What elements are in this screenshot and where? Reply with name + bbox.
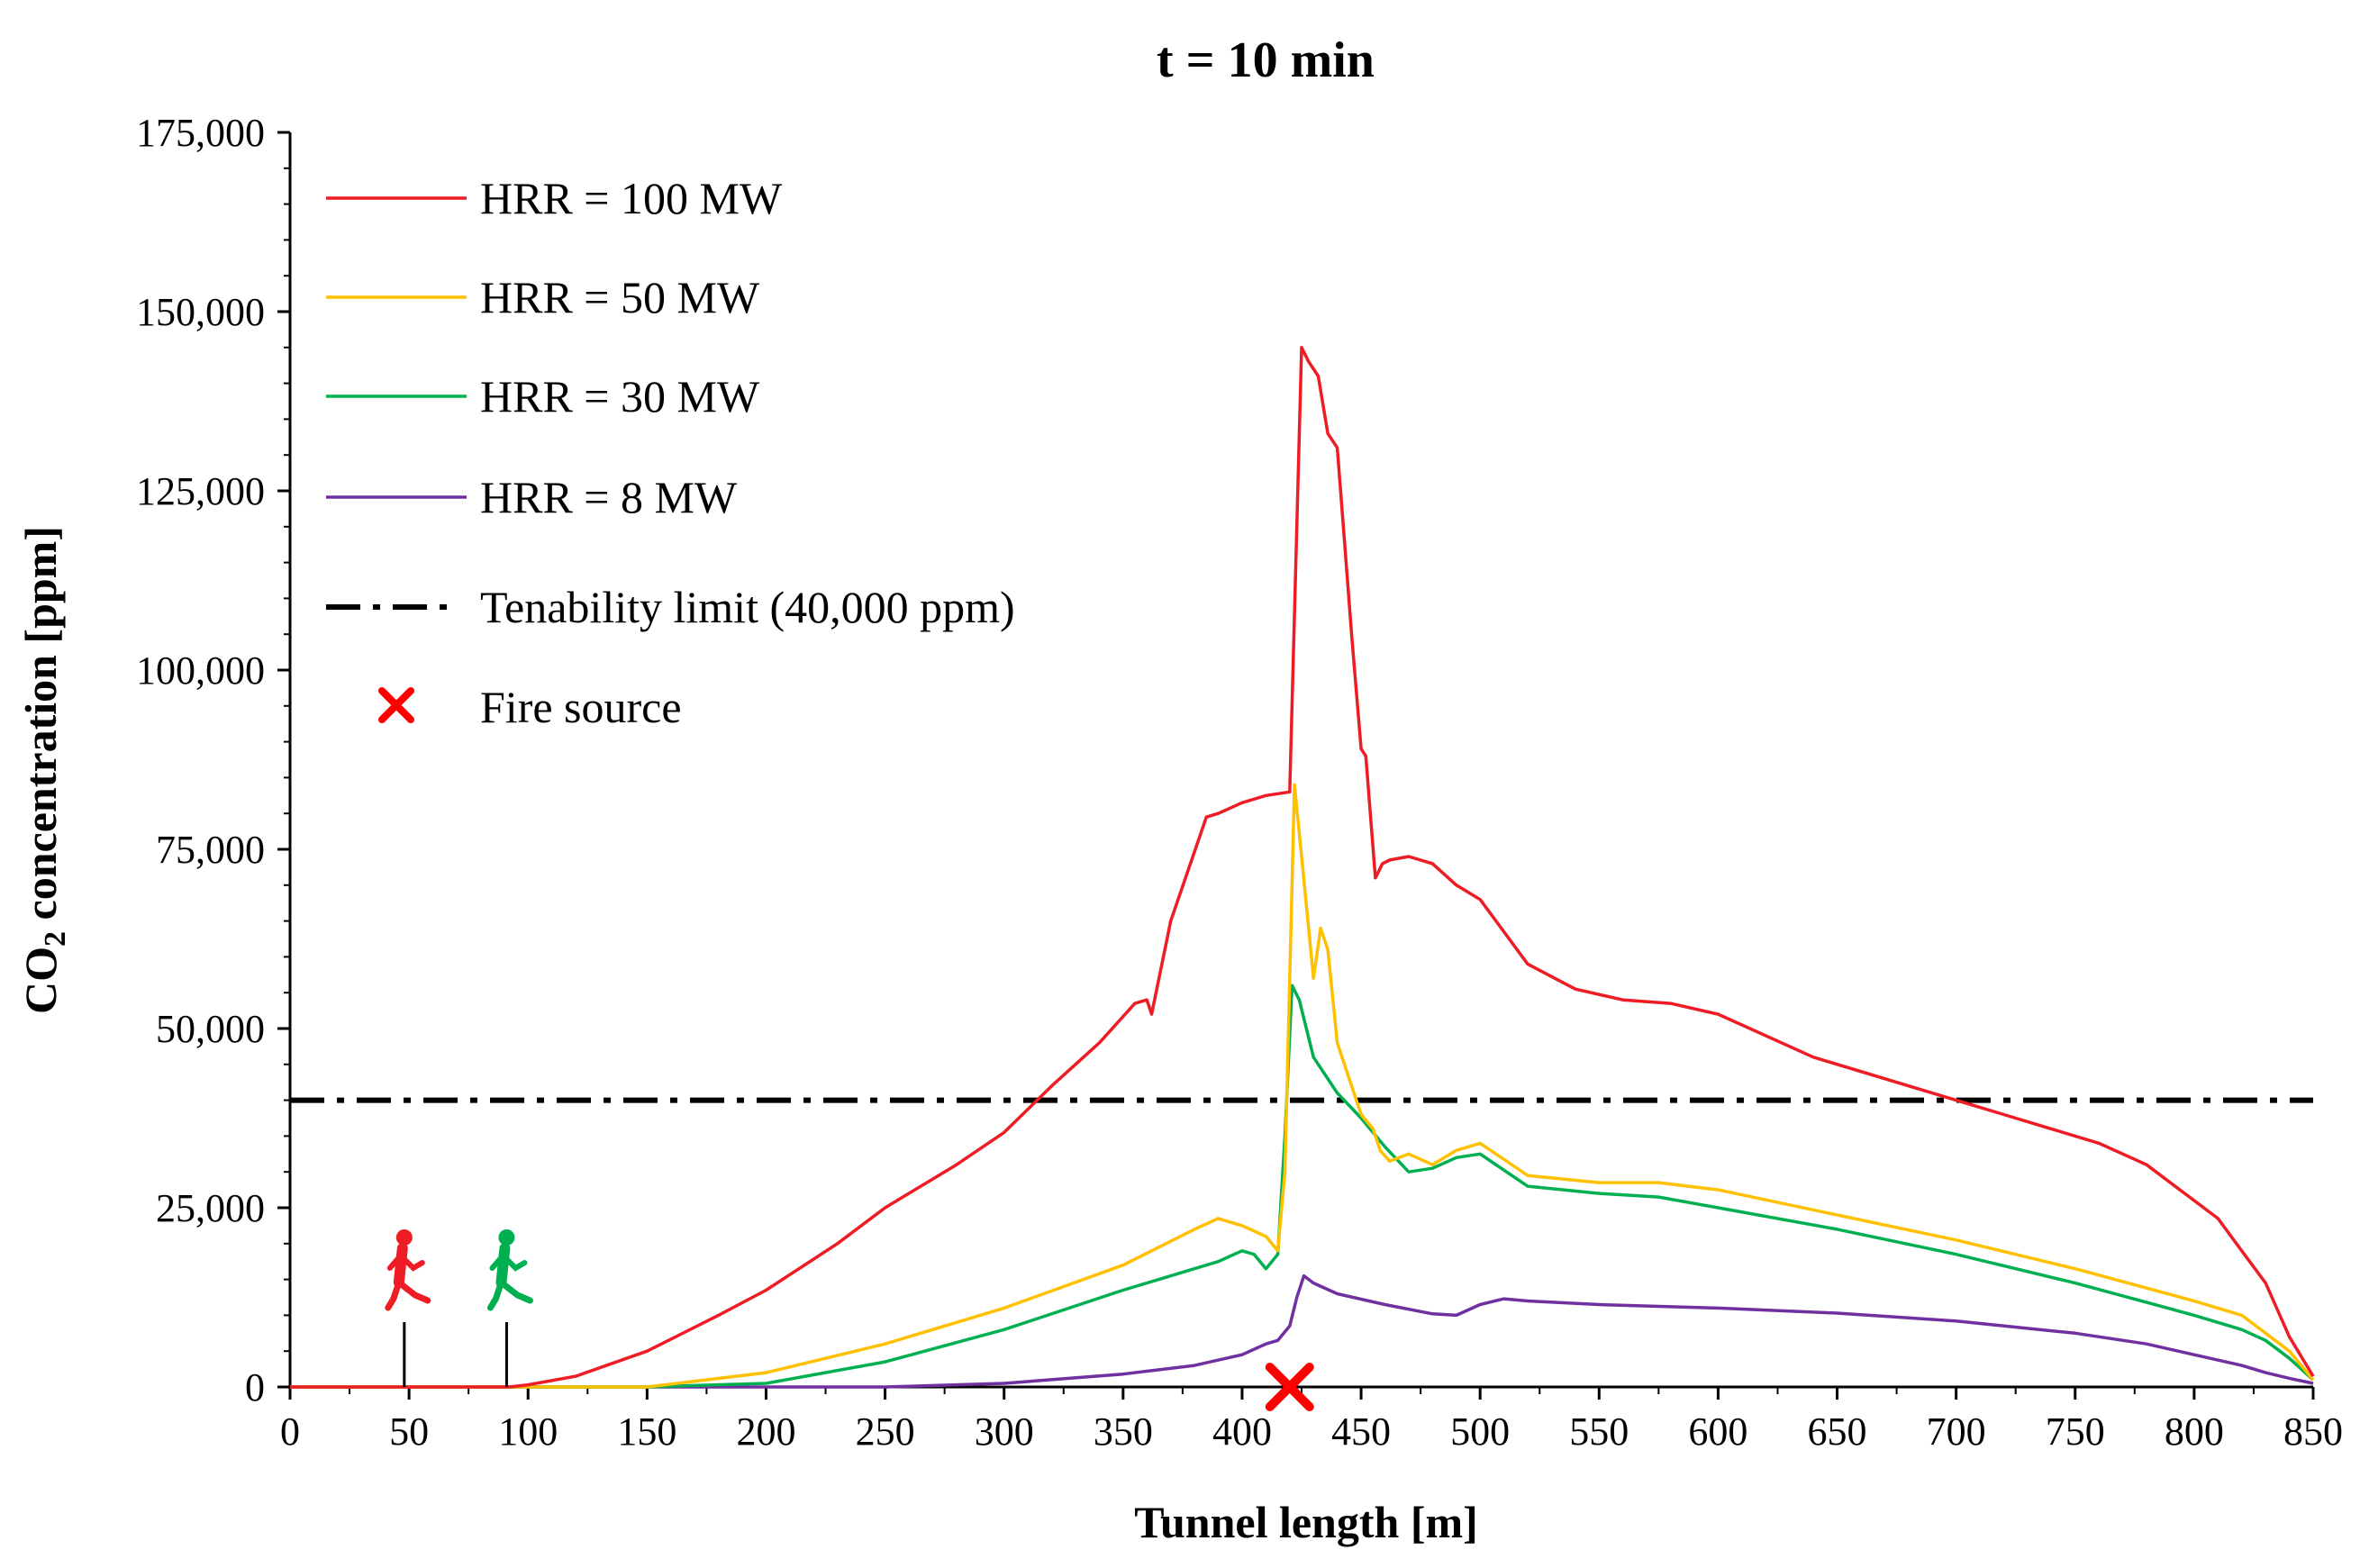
y-axis-label-main: CO [15,947,66,1014]
y-tick-label: 150,000 [136,290,265,334]
x-tick-label: 100 [498,1409,558,1454]
axes [277,131,2315,1400]
x-tick-label: 200 [736,1409,795,1454]
fire-x-stroke [1265,1363,1314,1411]
y-tick-label: 25,000 [156,1186,265,1230]
runner-green-icon [486,1229,533,1387]
x-tick-label: 400 [1212,1409,1272,1454]
chart-title: t = 10 min [1157,32,1375,88]
series-line-hrr-50-mw [290,783,2315,1389]
series-line-hrr-8-mw [290,1273,2314,1389]
y-tick-label: 100,000 [136,648,265,693]
runner-red-icon [385,1229,431,1387]
x-tick-label: 550 [1569,1409,1629,1454]
runner-head [395,1229,413,1246]
y-tick-label: 175,000 [136,111,265,155]
fire-source-marker [1265,1363,1314,1411]
x-tick-label: 650 [1808,1409,1867,1454]
runner-leg [395,1279,431,1304]
series-lines [290,346,2315,1389]
legend-label: HRR = 50 MW [480,272,760,322]
runner-arm [386,1253,404,1271]
series-line-hrr-100-mw [290,346,2315,1389]
x-tick-label: 450 [1331,1409,1391,1454]
legend: HRR = 100 MW HRR = 50 MW HRR = 30 MW HRR = … [326,173,1015,732]
y-tick-label: 125,000 [136,469,265,513]
x-tick-label: 600 [1688,1409,1747,1454]
legend-fire-x [378,687,414,723]
x-tick-label: 750 [2046,1409,2105,1454]
y-axis-label-subscript: 2 [39,931,72,947]
x-tick-label: 300 [975,1409,1034,1454]
x-tick-label: 800 [2165,1409,2224,1454]
y-axis-label-rest: concentration [ppm] [15,526,66,931]
x-tick-label: 50 [389,1409,429,1454]
runner-arm [489,1253,506,1271]
y-tick-label: 0 [245,1365,265,1409]
runner-arm [500,1253,528,1272]
x-tick-label: 500 [1450,1409,1510,1454]
y-tick-labels: 0 25,000 50,000 75,000 100,000 125,000 150,000… [136,111,265,1409]
occupant-markers [385,1229,533,1387]
x-tick-label: 350 [1094,1409,1153,1454]
runner-leg [497,1279,533,1304]
y-axis-label: CO2 concentration [ppm] [15,526,72,1014]
y-tick-label: 50,000 [156,1007,265,1051]
y-tick-label: 75,000 [156,828,265,872]
runner-leg [385,1279,403,1311]
legend-label-limit: Tenability limit (40,000 ppm) [480,582,1015,632]
x-tick-label: 0 [280,1409,300,1454]
x-tick-label: 700 [1927,1409,1986,1454]
x-tick-label: 250 [856,1409,915,1454]
legend-label: HRR = 100 MW [480,173,783,223]
runner-head [498,1229,515,1246]
legend-label-fire: Fire source [480,682,682,732]
runner-leg [486,1279,504,1311]
x-tick-labels: 0 50 100 150 200 250 300 350 400 450 500 550 600 650 7… [280,1409,2343,1454]
x-tick-label: 150 [617,1409,676,1454]
legend-label: HRR = 30 MW [480,371,760,421]
x-axis-label: Tunnel length [m] [1134,1497,1478,1547]
x-tick-label: 850 [2283,1409,2343,1454]
legend-label: HRR = 8 MW [480,472,738,522]
runner-arm [397,1253,425,1272]
